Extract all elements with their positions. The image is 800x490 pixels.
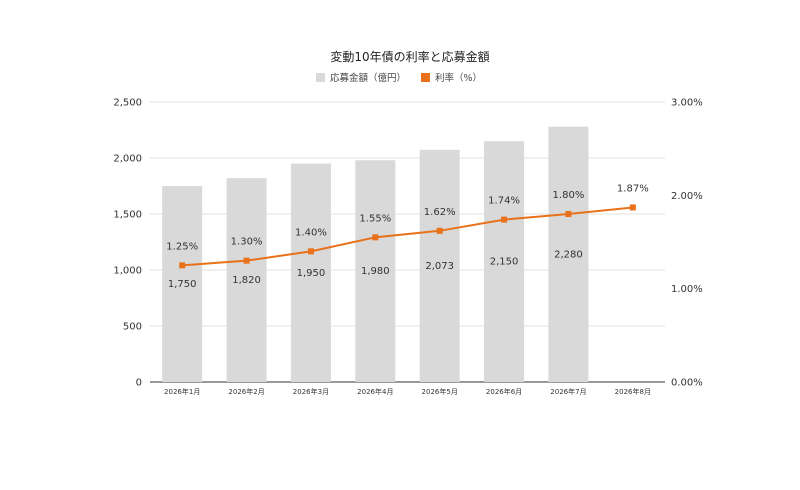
- legend-swatch-line: [421, 73, 430, 82]
- y-left-tick-label: 2,000: [113, 154, 142, 165]
- line-point: [436, 227, 443, 234]
- legend-label-bar: 応募金額（億円）: [330, 72, 406, 84]
- line-data-label: 1.40%: [295, 227, 327, 238]
- line-point: [372, 234, 379, 241]
- line-data-label: 1.80%: [553, 190, 585, 201]
- x-tick-label: 2026年8月: [615, 387, 651, 396]
- line-data-label: 1.74%: [488, 196, 520, 207]
- bar-data-label: 1,820: [232, 275, 261, 286]
- legend: 応募金額（億円） 利率（%）: [316, 72, 482, 84]
- bar: [290, 163, 331, 382]
- y-left-tick-label: 1,000: [113, 266, 142, 277]
- x-axis: 2026年1月 2026年2月 2026年3月 2026年4月 2026年5月 2026年…: [164, 387, 651, 396]
- bar: [548, 126, 589, 382]
- x-tick-label: 2026年1月: [164, 387, 200, 396]
- y-right-tick-label: 2.00%: [671, 191, 703, 202]
- bar-data-label: 2,150: [490, 257, 519, 268]
- bar-data-label: 2,280: [554, 249, 583, 260]
- y-left-tick-label: 500: [123, 322, 142, 333]
- legend-swatch-bar: [316, 73, 325, 82]
- bar-data-label: 2,073: [425, 261, 454, 272]
- line-point: [307, 248, 314, 255]
- y-left-tick-label: 2,500: [113, 98, 142, 109]
- y-right-axis: 0.00% 1.00% 2.00% 3.00%: [671, 98, 703, 389]
- line-point: [501, 216, 508, 223]
- bar: [226, 178, 267, 382]
- x-tick-label: 2026年3月: [293, 387, 329, 396]
- bar-series: [162, 126, 589, 382]
- line-data-labels: 1.25% 1.30% 1.40% 1.55% 1.62% 1.74% 1.80% 1.87%: [166, 183, 648, 252]
- line-data-label: 1.25%: [166, 241, 198, 252]
- y-left-tick-label: 1,500: [113, 210, 142, 221]
- legend-label-line: 利率（%）: [435, 72, 482, 84]
- x-tick-label: 2026年4月: [357, 387, 393, 396]
- bar: [484, 141, 525, 382]
- line-point: [243, 257, 250, 264]
- x-tick-label: 2026年2月: [228, 387, 264, 396]
- bar: [162, 186, 203, 382]
- y-left-axis: 0 500 1,000 1,500 2,000 2,500: [113, 98, 142, 389]
- y-right-tick-label: 1.00%: [671, 284, 703, 295]
- line-data-label: 1.62%: [424, 207, 456, 218]
- bar: [419, 149, 460, 382]
- line-data-label: 1.55%: [359, 213, 391, 224]
- line-point: [565, 211, 572, 217]
- bar-data-label: 1,980: [361, 266, 390, 277]
- bar-data-label: 1,950: [297, 268, 326, 279]
- y-left-tick-label: 0: [136, 378, 142, 389]
- series-line: [182, 206, 633, 267]
- y-right-tick-label: 3.00%: [671, 98, 703, 109]
- line-point: [629, 204, 636, 211]
- line-series: [179, 204, 636, 269]
- bar: [355, 160, 396, 382]
- x-tick-label: 2026年6月: [486, 387, 522, 396]
- bar-data-label: 1,750: [168, 279, 197, 290]
- line-data-label: 1.87%: [617, 183, 649, 194]
- x-tick-label: 2026年5月: [422, 387, 458, 396]
- chart-title: 変動10年債の利率と応募金額: [330, 49, 489, 64]
- line-data-label: 1.30%: [231, 237, 263, 248]
- x-tick-label: 2026年7月: [550, 387, 586, 396]
- bar-data-labels: 1,750 1,820 1,950 1,980 2,073 2,150 2,280: [168, 249, 583, 290]
- line-point: [179, 262, 186, 269]
- y-right-tick-label: 0.00%: [671, 378, 703, 389]
